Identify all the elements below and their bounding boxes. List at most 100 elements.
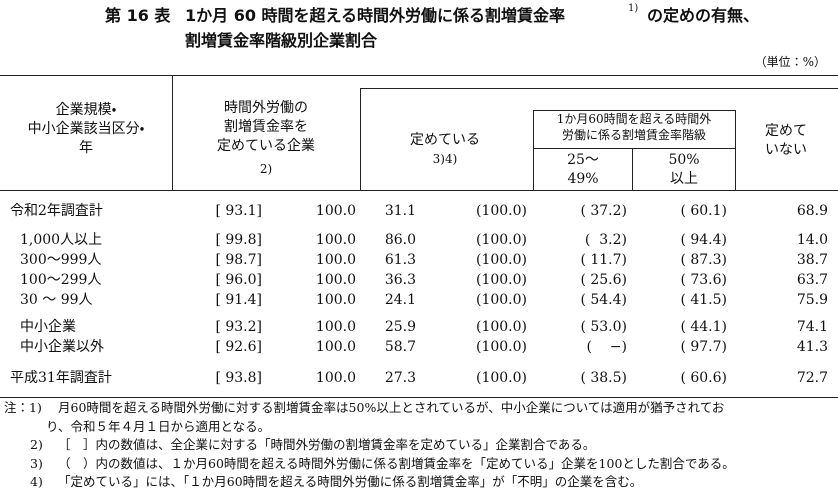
cell: 38.7 <box>796 252 828 268</box>
cell: [ 92.6] <box>215 339 262 355</box>
table-number: 第 16 表 <box>105 6 171 25</box>
cell: [ 93.2] <box>215 319 262 335</box>
title-line: 割増賃金率階級別企業割合 <box>185 31 378 50</box>
cell: 100.0 <box>315 339 356 355</box>
cell: (100.0) <box>475 252 527 268</box>
cell: 61.3 <box>384 252 416 268</box>
header-cell: 25〜 <box>567 152 599 168</box>
cell: 100.0 <box>315 203 356 219</box>
cell: 100.0 <box>315 272 356 288</box>
cell: 100.0 <box>315 319 356 335</box>
title-line: 1か月 60 時間を超える時間外労働に係る割増賃金率 <box>185 6 566 25</box>
row-label: 中小企業 <box>20 319 76 335</box>
header-note: 3)4) <box>432 152 458 166</box>
note-label: 4) <box>30 474 43 489</box>
cell: [ 93.8] <box>215 370 262 386</box>
cell: (100.0) <box>475 203 527 219</box>
cell: 31.1 <box>384 203 416 219</box>
note-text: 「定めている」には、「１か月60時間を超える時間外労働に係る割増賃金率」が「不明… <box>58 474 643 489</box>
cell: ( 53.0) <box>580 319 627 335</box>
header-cell: 労働に係る割増賃金率階級 <box>561 128 706 142</box>
cell: 75.9 <box>796 292 828 308</box>
header-cell: 企業規模・ <box>55 102 117 118</box>
note-text: り、令和５年４月１日から適用となる。 <box>46 418 271 434</box>
cell: ( 25.6) <box>580 272 627 288</box>
cell: (100.0) <box>475 339 527 355</box>
unit: （単位：%） <box>754 55 826 69</box>
rule <box>533 110 735 111</box>
cell: (100.0) <box>475 292 527 308</box>
header-note: 2) <box>259 162 273 176</box>
cell: 63.7 <box>796 272 828 288</box>
header-cell: 定めている企業 <box>217 138 315 154</box>
rule <box>0 75 838 76</box>
title-superscript: 1) <box>628 3 639 14</box>
header-cell: 以上 <box>670 171 698 187</box>
note-text: （ ）内の数値は、１か月60時間を超える時間外労働に係る割増賃金率を「定めている… <box>58 455 735 471</box>
cell: (100.0) <box>475 232 527 248</box>
header-cell: 中小企業該当区分・ <box>27 121 145 137</box>
cell: [ 98.7] <box>215 252 262 268</box>
note-label: 注：1) <box>4 400 42 415</box>
cell: 14.0 <box>796 232 828 248</box>
cell: ( 3.2) <box>584 232 627 248</box>
cell: ( 60.1) <box>680 203 727 219</box>
cell: 86.0 <box>384 232 416 248</box>
header-cell: 定めている <box>410 132 480 148</box>
rule <box>533 148 735 149</box>
header-cell: 49% <box>567 171 599 187</box>
row-label: 中小企業以外 <box>20 339 104 355</box>
cell: 58.7 <box>384 339 416 355</box>
cell: 27.3 <box>384 370 416 386</box>
cell: 24.1 <box>384 292 416 308</box>
row-label: 300〜999人 <box>20 252 102 268</box>
cell: 74.1 <box>796 319 828 335</box>
cell: ( 97.7) <box>680 339 727 355</box>
header-cell: 定めて <box>765 123 807 139</box>
cell: ( 41.5) <box>680 292 727 308</box>
cell: ( 37.2) <box>580 203 627 219</box>
rule <box>0 190 838 191</box>
cell: 100.0 <box>315 292 356 308</box>
cell: ( −) <box>586 339 627 355</box>
cell: ( 60.6) <box>680 370 727 386</box>
cell: 100.0 <box>315 232 356 248</box>
rule <box>533 110 534 190</box>
cell: 25.9 <box>384 319 416 335</box>
header-cell: 1か月60時間を超える時間外 <box>556 112 712 126</box>
row-label: 令和2年調査計 <box>10 203 103 219</box>
note-label: 3) <box>30 455 43 471</box>
header-cell: 年 <box>79 140 93 156</box>
cell: [ 91.4] <box>215 292 262 308</box>
note-text: ［ ］内の数値は、全企業に対する「時間外労働の割増賃金率を定めている」企業割合で… <box>58 437 596 452</box>
note-label: 2) <box>30 437 43 452</box>
cell: ( 54.4) <box>580 292 627 308</box>
rule <box>735 110 736 190</box>
rule <box>360 88 838 89</box>
cell: 36.3 <box>384 272 416 288</box>
cell: 41.3 <box>796 339 828 355</box>
cell: ( 44.1) <box>680 319 727 335</box>
cell: ( 94.4) <box>680 232 727 248</box>
rule <box>632 148 633 190</box>
cell: (100.0) <box>475 370 527 386</box>
cell: 100.0 <box>315 252 356 268</box>
row-label: 100〜299人 <box>20 272 102 288</box>
rule <box>172 75 173 190</box>
header-cell: いない <box>765 142 807 158</box>
rule <box>360 88 361 190</box>
cell: 72.7 <box>796 370 828 386</box>
rule <box>0 397 838 398</box>
cell: ( 73.6) <box>680 272 727 288</box>
title-line: の定めの有無、 <box>647 6 760 25</box>
cell: [ 96.0] <box>215 272 262 288</box>
cell: (100.0) <box>475 319 527 335</box>
cell: ( 11.7) <box>580 252 627 268</box>
cell: 68.9 <box>796 203 828 219</box>
cell: 100.0 <box>315 370 356 386</box>
header-cell: 割増賃金率を <box>224 119 308 135</box>
row-label: 30 〜 99人 <box>20 292 93 308</box>
cell: ( 87.3) <box>680 252 727 268</box>
row-label: 1,000人以上 <box>20 232 103 248</box>
